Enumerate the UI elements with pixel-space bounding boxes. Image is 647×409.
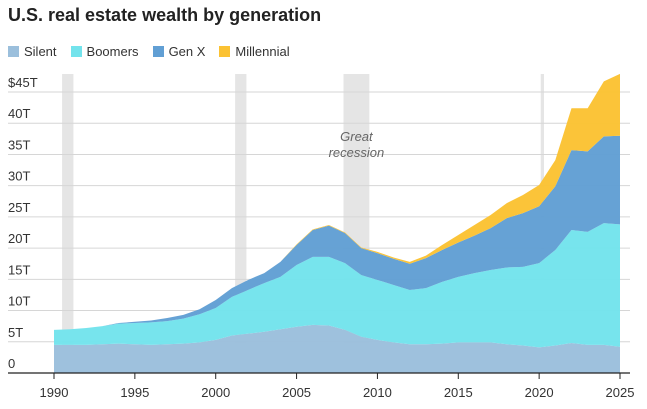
x-tick-label: 1990 [40,385,69,400]
recession-band [235,74,247,373]
chart-title: U.S. real estate wealth by generation [8,5,322,25]
legend-label: Millennial [235,44,290,59]
legend-swatch [152,46,164,57]
y-tick-label: 35T [8,137,30,152]
x-tick-label: 1995 [120,385,149,400]
legend-label: Silent [24,44,57,59]
x-tick-label: 2005 [282,385,311,400]
x-tick-label: 2015 [444,385,473,400]
legend-item-gen-x: Gen X [152,44,206,59]
legend-item-silent: Silent [8,44,57,59]
y-tick-label: $45T [8,75,38,90]
legend-swatch [219,46,231,57]
y-tick-label: 0 [8,356,15,371]
x-tick-label: 2010 [363,385,392,400]
y-tick-label: 10T [8,294,30,309]
recession-band [62,74,74,373]
y-tick-label: 30T [8,169,30,184]
legend-label: Boomers [86,44,139,59]
y-tick-label: 25T [8,200,30,215]
area-boomers [54,223,620,348]
y-tick-label: 15T [8,262,30,277]
legend-item-millennial: Millennial [219,44,290,59]
area-silent [54,324,620,373]
x-tick-label: 2000 [201,385,230,400]
annotation-line1: Great [340,129,374,144]
legend-swatch [8,46,19,57]
annotation-line2: recession [329,145,385,160]
legend-label: Gen X [168,44,206,59]
legend: Silent Boomers Gen X Millennial [8,44,290,59]
y-tick-label: 5T [8,325,23,340]
legend-swatch [70,46,82,57]
y-tick-label: 40T [8,106,30,121]
area-gen-x [54,135,620,330]
y-tick-label: 20T [8,231,30,246]
legend-item-boomers: Boomers [70,44,139,59]
x-tick-label: 2025 [606,385,635,400]
x-tick-label: 2020 [525,385,554,400]
